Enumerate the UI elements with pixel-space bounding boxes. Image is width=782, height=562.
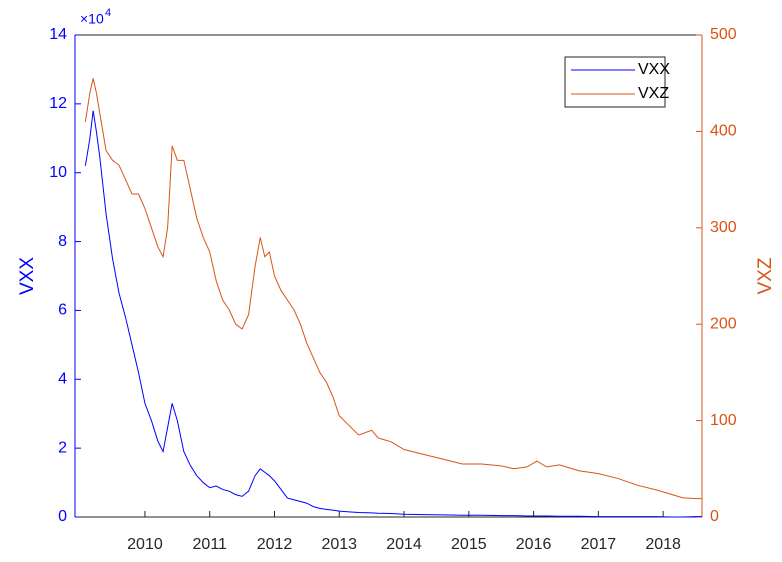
x-tick-label: 2016 — [516, 536, 552, 553]
y-tick-label: 6 — [58, 302, 67, 319]
y-tick-label: 10 — [49, 164, 67, 181]
y-tick-label: 4 — [58, 371, 67, 388]
x-tick-label: 2010 — [127, 536, 163, 553]
y-exponent-power: 4 — [105, 7, 111, 19]
x-tick-label: 2018 — [645, 536, 681, 553]
y-tick-label: 0 — [58, 508, 67, 525]
y-tick-label: 8 — [58, 233, 67, 250]
y2-tick-label: 400 — [710, 123, 737, 140]
y2-tick-label: 100 — [710, 412, 737, 429]
y-exponent-base: ×10 — [80, 11, 104, 27]
y-tick-label: 14 — [49, 26, 67, 43]
x-tick-label: 2017 — [581, 536, 617, 553]
y2-tick-label: 300 — [710, 219, 737, 236]
line-series — [84, 110, 702, 518]
x-tick-label: 2015 — [451, 536, 487, 553]
y2-tick-label: 500 — [710, 26, 737, 43]
x-tick-label: 2011 — [193, 536, 228, 553]
legend-label: VXX — [638, 61, 670, 78]
line-series — [84, 78, 702, 500]
y-tick-label: 2 — [58, 439, 67, 456]
x-tick-label: 2013 — [321, 536, 357, 553]
legend-box — [564, 56, 666, 108]
y-axis-label: VXX — [17, 257, 38, 295]
y2-tick-label: 0 — [710, 508, 719, 525]
y-tick-label: 12 — [49, 95, 67, 112]
x-tick-label: 2012 — [257, 536, 293, 553]
y2-axis-label: VXZ — [755, 257, 776, 294]
y2-tick-label: 200 — [710, 315, 737, 332]
x-tick-label: 2014 — [386, 536, 422, 553]
legend-label: VXZ — [638, 85, 669, 102]
